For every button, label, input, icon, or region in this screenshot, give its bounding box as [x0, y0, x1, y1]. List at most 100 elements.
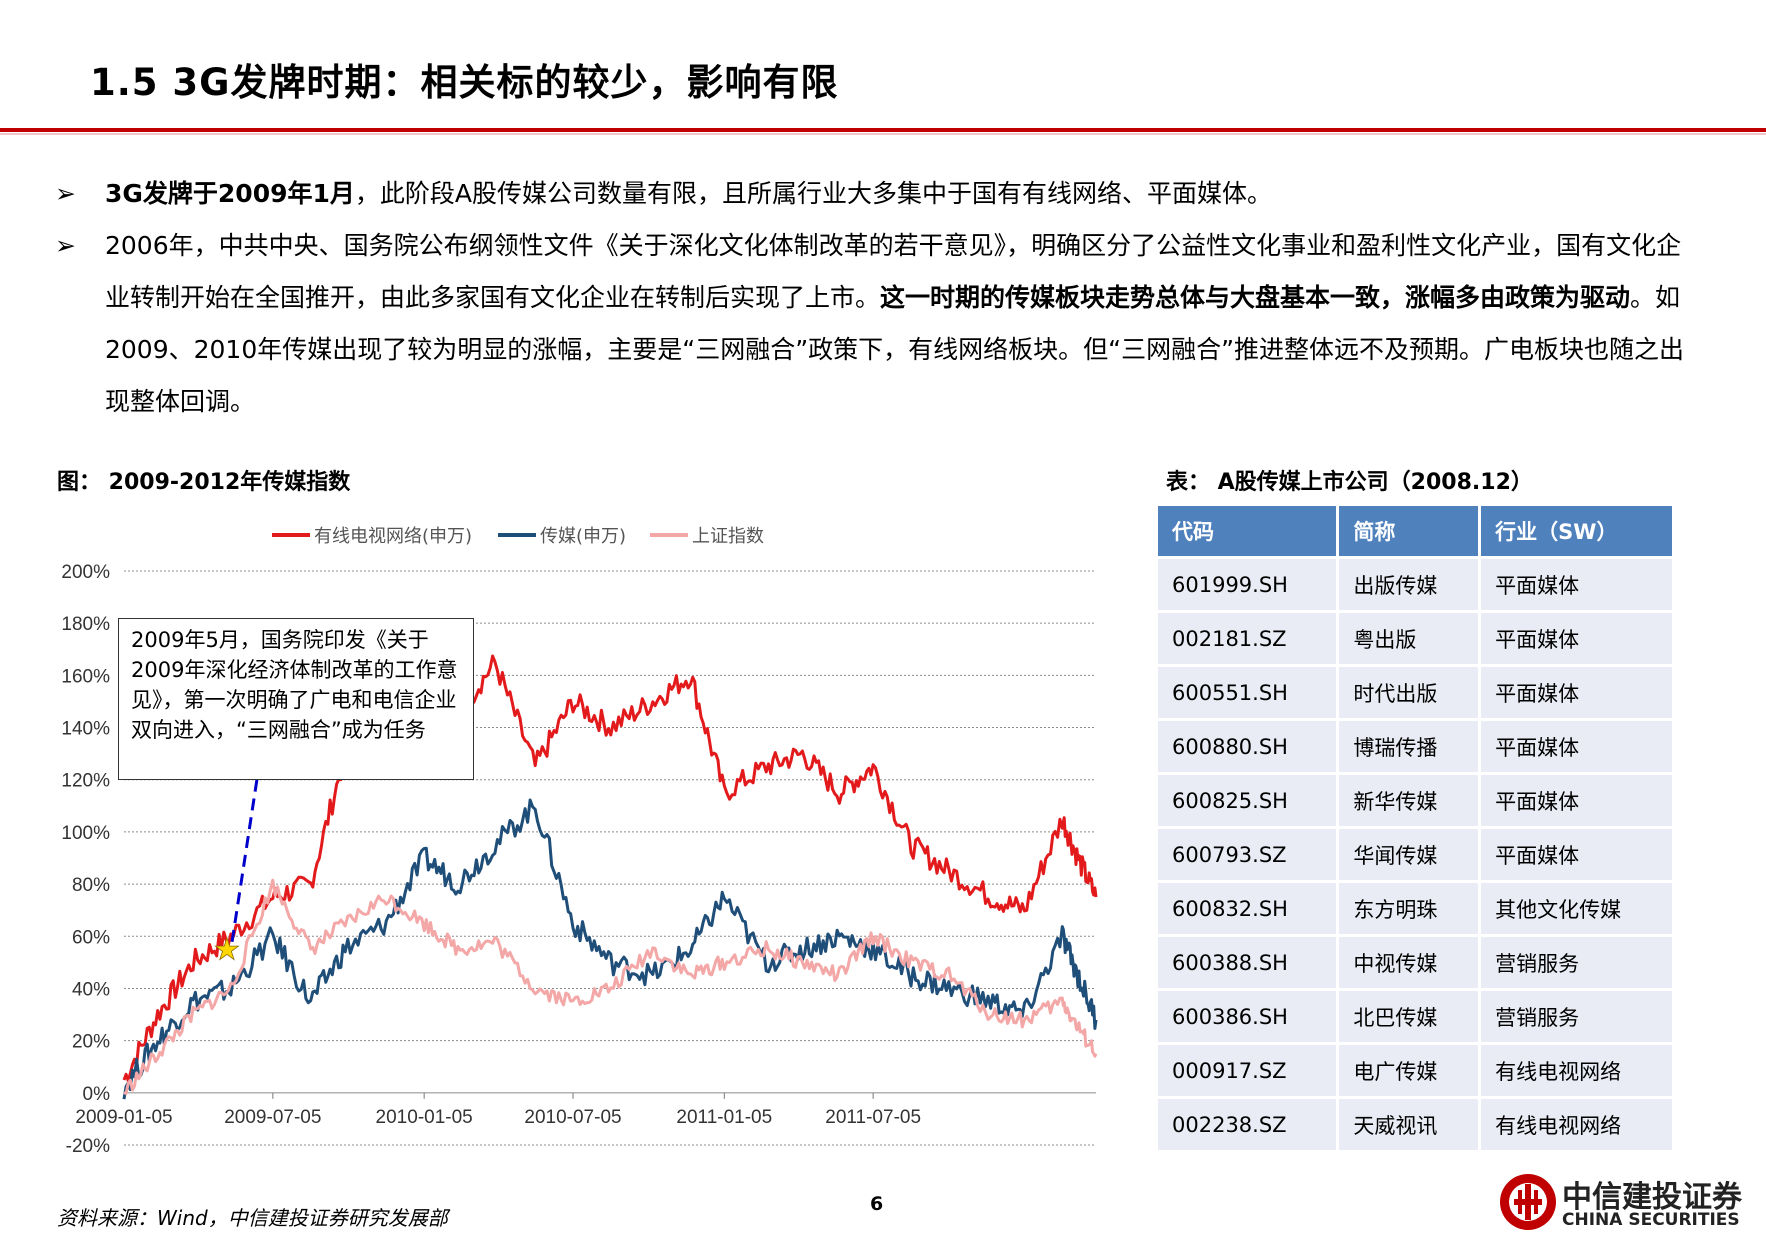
- cell-industry: 平面媒体: [1481, 667, 1672, 718]
- bullet-list: ➢ 3G发牌于2009年1月，此阶段A股传媒公司数量有限，且所属行业大多集中于国…: [55, 168, 1695, 428]
- cell-industry: 有线电视网络: [1481, 1045, 1672, 1096]
- series-line: [123, 878, 1098, 1096]
- table-row: 600880.SH 博瑞传播 平面媒体: [1158, 721, 1672, 772]
- table-title: 表： A股传媒上市公司（2008.12）: [1166, 470, 1533, 495]
- title-divider-shadow: [0, 133, 1766, 135]
- table-row: 002238.SZ 天威视讯 有线电视网络: [1158, 1099, 1672, 1150]
- page-title: 1.5 3G发牌时期：相关标的较少，影响有限: [90, 61, 839, 104]
- chart-legend: 有线电视网络(申万) 传媒(申万) 上证指数: [272, 526, 764, 547]
- table-row: 000917.SZ 电广传媒 有线电视网络: [1158, 1045, 1672, 1096]
- cell-industry: 营销服务: [1481, 991, 1672, 1042]
- logo-en-text: CHINA SECURITIES: [1562, 1210, 1740, 1230]
- y-tick-label: 180%: [61, 614, 110, 635]
- cell-code: 002181.SZ: [1158, 613, 1337, 664]
- legend-label: 有线电视网络(申万): [314, 526, 472, 547]
- table-row: 600551.SH 时代出版 平面媒体: [1158, 667, 1672, 718]
- header-name: 简称: [1339, 506, 1479, 556]
- y-tick-label: 20%: [72, 1032, 110, 1053]
- bullet-text: 2006年，中共中央、国务院公布纲领性文件《关于深化文化体制改革的若干意见》，明…: [105, 231, 1682, 312]
- cell-name: 天威视讯: [1339, 1099, 1479, 1150]
- cell-name: 出版传媒: [1339, 559, 1479, 610]
- star-icon: ★: [213, 932, 240, 967]
- series-line: [122, 798, 1098, 1100]
- cell-name: 电广传媒: [1339, 1045, 1479, 1096]
- cell-code: 600793.SZ: [1158, 829, 1337, 880]
- cell-code: 000917.SZ: [1158, 1045, 1337, 1096]
- bullet-text: ，此阶段A股传媒公司数量有限，且所属行业大多集中于国有有线网络、平面媒体。: [354, 179, 1272, 208]
- cell-industry: 其他文化传媒: [1481, 883, 1672, 934]
- cell-code: 600825.SH: [1158, 775, 1337, 826]
- x-axis-labels: 2009-01-05 2009-07-05 2010-01-05 2010-07-05…: [75, 1107, 921, 1128]
- cell-industry: 平面媒体: [1481, 613, 1672, 664]
- cell-code: 600832.SH: [1158, 883, 1337, 934]
- source-note: 资料来源：Wind，中信建投证券研究发展部: [57, 1206, 448, 1230]
- x-tick-label: 2009-01-05: [75, 1107, 172, 1128]
- cell-name: 东方明珠: [1339, 883, 1479, 934]
- arrow-bullet-icon: ➢: [55, 231, 76, 260]
- legend-label: 上证指数: [692, 526, 764, 547]
- cell-name: 博瑞传播: [1339, 721, 1479, 772]
- arrow-bullet-icon: ➢: [55, 179, 76, 208]
- bullet-item: ➢ 3G发牌于2009年1月，此阶段A股传媒公司数量有限，且所属行业大多集中于国…: [55, 168, 1695, 220]
- page-number: 6: [870, 1193, 884, 1215]
- table-row: 002181.SZ 粤出版 平面媒体: [1158, 613, 1672, 664]
- header-code: 代码: [1158, 506, 1337, 556]
- cell-industry: 有线电视网络: [1481, 1099, 1672, 1150]
- cell-code: 600386.SH: [1158, 991, 1337, 1042]
- cell-industry: 平面媒体: [1481, 559, 1672, 610]
- cell-name: 时代出版: [1339, 667, 1479, 718]
- bullet-item: ➢ 2006年，中共中央、国务院公布纲领性文件《关于深化文化体制改革的若干意见》…: [55, 220, 1695, 428]
- chart-series: [122, 654, 1098, 1100]
- cell-name: 中视传媒: [1339, 937, 1479, 988]
- table-row: 601999.SH 出版传媒 平面媒体: [1158, 559, 1672, 610]
- header-industry: 行业（SW）: [1481, 506, 1672, 556]
- table-header-row: 代码 简称 行业（SW）: [1158, 506, 1672, 556]
- company-logo: 中信建投证券 CHINA SECURITIES: [1498, 1170, 1742, 1236]
- series-line: [122, 654, 1098, 1083]
- x-tick-label: 2010-07-05: [524, 1107, 621, 1128]
- bullet-bold-lead: 3G发牌于2009年1月: [105, 179, 355, 208]
- cell-industry: 营销服务: [1481, 937, 1672, 988]
- y-tick-label: 100%: [61, 823, 110, 844]
- cell-industry: 平面媒体: [1481, 775, 1672, 826]
- policy-marker-line: [229, 779, 259, 950]
- cell-industry: 平面媒体: [1481, 829, 1672, 880]
- figure-title: 图： 2009-2012年传媒指数: [57, 470, 351, 495]
- x-tick-label: 2011-07-05: [825, 1107, 921, 1128]
- x-tick-label: 2010-01-05: [376, 1107, 473, 1128]
- y-tick-label: -20%: [66, 1136, 110, 1157]
- cell-name: 粤出版: [1339, 613, 1479, 664]
- table-row: 600386.SH 北巴传媒 营销服务: [1158, 991, 1672, 1042]
- y-tick-label: 120%: [61, 771, 110, 792]
- bullet-bold-text: 这一时期的传媒板块走势总体与大盘基本一致，涨幅多由政策为驱动: [880, 283, 1631, 312]
- table-row: 600832.SH 东方明珠 其他文化传媒: [1158, 883, 1672, 934]
- y-tick-label: 200%: [61, 562, 110, 583]
- citic-seal-icon: [1500, 1174, 1556, 1230]
- y-tick-label: 60%: [72, 927, 110, 948]
- y-tick-label: 160%: [61, 666, 110, 687]
- legend-label: 传媒(申万): [540, 526, 626, 547]
- cell-code: 600551.SH: [1158, 667, 1337, 718]
- cell-code: 601999.SH: [1158, 559, 1337, 610]
- table-row: 600793.SZ 华闻传媒 平面媒体: [1158, 829, 1672, 880]
- logo-cn-text: 中信建投证券: [1562, 1180, 1742, 1215]
- cell-code: 600880.SH: [1158, 721, 1337, 772]
- y-tick-label: 0%: [83, 1084, 111, 1105]
- bullet-text: 。如2009、2010年传媒出现了较为明显的涨幅，主要是“三网融合”政策下，有线…: [105, 283, 1685, 416]
- media-index-chart: 200% 180% 160% 140% 120% 100% 80% 60% 40% 20% 0% -2…: [61, 526, 1098, 1157]
- cell-name: 华闻传媒: [1339, 829, 1479, 880]
- y-tick-label: 80%: [72, 875, 110, 896]
- y-tick-label: 140%: [61, 719, 110, 740]
- cell-industry: 平面媒体: [1481, 721, 1672, 772]
- y-tick-label: 40%: [72, 979, 110, 1000]
- title-divider: [0, 128, 1766, 132]
- y-axis-labels: 200% 180% 160% 140% 120% 100% 80% 60% 40% 20% 0% -2…: [61, 562, 110, 1157]
- cell-name: 新华传媒: [1339, 775, 1479, 826]
- x-tick-label: 2009-07-05: [224, 1107, 321, 1128]
- x-tick-label: 2011-01-05: [676, 1107, 772, 1128]
- table-row: 600825.SH 新华传媒 平面媒体: [1158, 775, 1672, 826]
- cell-code: 600388.SH: [1158, 937, 1337, 988]
- cell-code: 002238.SZ: [1158, 1099, 1337, 1150]
- media-companies-table: 代码 简称 行业（SW） 601999.SH 出版传媒 平面媒体 002181.SZ…: [1155, 503, 1675, 1153]
- table-row: 600388.SH 中视传媒 营销服务: [1158, 937, 1672, 988]
